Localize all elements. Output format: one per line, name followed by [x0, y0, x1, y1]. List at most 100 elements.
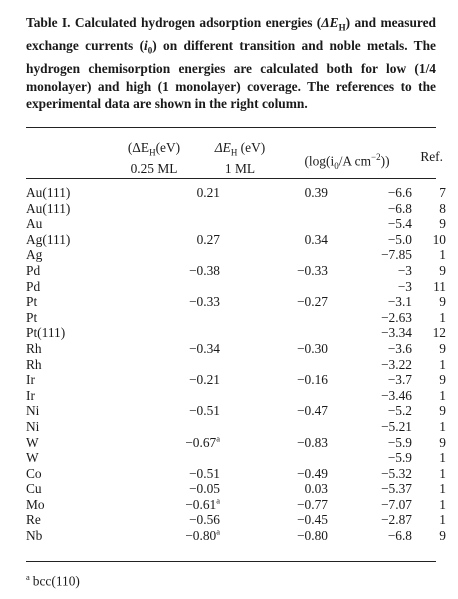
log-current-cell-value: −6.8: [387, 200, 412, 216]
metal-cell-value: W: [26, 434, 39, 450]
low-coverage-cell: −0.67a: [142, 434, 220, 451]
footnote-text: bcc(110): [32, 573, 80, 589]
metal-cell-value: W: [26, 450, 39, 466]
log-current-cell-value: −5.2: [387, 403, 412, 419]
reference-cell: 12: [412, 325, 446, 341]
log-current-cell: −6.6: [328, 185, 412, 201]
metal-cell-value: Ni: [26, 403, 40, 419]
reference-cell-value: 1: [439, 481, 446, 497]
high-coverage-cell-value: −0.49: [297, 465, 328, 481]
reference-cell: 8: [412, 201, 446, 217]
header-log-start: (log(i: [304, 153, 335, 169]
low-coverage-cell: [142, 357, 220, 373]
metal-cell-value: Ag(111): [26, 231, 71, 247]
low-coverage-cell-value: −0.34: [189, 340, 220, 356]
caption-text-middle: ) and measured exchange currents (: [26, 15, 436, 54]
metal-cell-value: Re: [26, 512, 41, 528]
log-current-cell: −5.21: [328, 419, 412, 435]
table-row: Re −0.56 −0.45 −2.87 1: [26, 512, 446, 528]
header-low-line2: 0.25 ML: [130, 160, 178, 176]
metal-cell: Pd: [26, 263, 142, 279]
high-coverage-cell: [220, 419, 328, 435]
low-coverage-cell: [142, 450, 220, 466]
high-coverage-cell: −0.27: [220, 294, 328, 310]
metal-cell: Mo: [26, 497, 142, 513]
table-row: Au(111) −6.8 8: [26, 201, 446, 217]
log-current-cell: −3.6: [328, 341, 412, 357]
log-current-cell: −5.32: [328, 466, 412, 482]
table-row: Rh −0.34 −0.30 −3.6 9: [26, 341, 446, 357]
low-coverage-cell-value: −0.56: [189, 512, 220, 528]
reference-cell-value: 1: [439, 356, 446, 372]
footnote-mark: a: [26, 572, 30, 582]
high-coverage-cell-value: 0.39: [304, 185, 328, 200]
table-row: Rh −3.22 1: [26, 357, 446, 373]
metal-cell: W: [26, 435, 142, 451]
log-current-cell-value: −5.9: [387, 450, 412, 466]
caption-delta-e-subscript: H: [338, 22, 346, 33]
data-table: Au(111) 0.21 0.39 −6.6 7 Au(111) −6.8 8 Au −5.4 9 A…: [26, 185, 446, 544]
log-current-cell: −2.87: [328, 512, 412, 528]
header-low-unit: (eV): [155, 140, 181, 155]
low-coverage-cell-value: −0.38: [189, 262, 220, 278]
reference-cell: 10: [412, 232, 446, 248]
low-coverage-cell: [142, 216, 220, 232]
footnote-marker: a: [216, 526, 220, 537]
high-coverage-cell: [220, 279, 328, 295]
low-coverage-cell: [142, 247, 220, 263]
high-coverage-cell: [220, 310, 328, 326]
metal-cell: Ir: [26, 388, 142, 404]
table-row: Ni −5.21 1: [26, 419, 446, 435]
low-coverage-cell-value: 0.21: [196, 185, 220, 200]
low-coverage-cell: [142, 388, 220, 404]
metal-cell-value: Pt: [26, 294, 38, 310]
low-coverage-cell-value: −0.61: [185, 496, 217, 512]
reference-cell-value: 11: [433, 278, 446, 294]
log-current-cell-value: −3.46: [381, 387, 412, 403]
low-coverage-cell-value: −0.51: [189, 403, 220, 419]
log-current-cell-value: −5.32: [381, 465, 412, 481]
low-coverage-cell: −0.33: [142, 294, 220, 310]
high-coverage-cell: −0.80: [220, 528, 328, 544]
reference-cell: 9: [412, 528, 446, 544]
low-coverage-cell: [142, 325, 220, 341]
high-coverage-cell-value: −0.83: [297, 434, 328, 450]
low-coverage-cell: −0.51: [142, 466, 220, 482]
metal-cell-value: Ir: [26, 387, 35, 403]
reference-cell-value: 9: [439, 340, 446, 356]
reference-cell: 9: [412, 263, 446, 279]
high-coverage-cell-value: −0.27: [297, 294, 328, 310]
reference-cell: 9: [412, 216, 446, 232]
reference-cell: 9: [412, 435, 446, 451]
high-coverage-cell: −0.16: [220, 372, 328, 388]
metal-cell-value: Pt(111): [26, 325, 66, 341]
header-high-delta: ΔE: [214, 140, 231, 155]
metal-cell-value: Rh: [26, 340, 42, 356]
reference-cell-value: 1: [439, 450, 446, 466]
high-coverage-cell: [220, 357, 328, 373]
low-coverage-cell: −0.80a: [142, 526, 220, 544]
header-log-current: (log(i0/A cm−2)): [285, 149, 409, 174]
metal-cell-value: Rh: [26, 356, 42, 372]
metal-cell-value: Au(111): [26, 185, 71, 200]
reference-cell-value: 1: [439, 309, 446, 325]
low-coverage-cell-value: −0.80: [185, 528, 217, 544]
log-current-cell: −5.37: [328, 481, 412, 497]
high-coverage-cell-value: −0.80: [297, 528, 328, 544]
caption-i0-subscript: 0: [147, 45, 153, 56]
table-row: Ag(111) 0.27 0.34 −5.0 10: [26, 232, 446, 248]
log-current-cell-value: −3: [397, 262, 412, 278]
header-low-delta: (ΔE: [127, 140, 150, 155]
high-coverage-cell: [220, 388, 328, 404]
high-coverage-cell-value: −0.16: [297, 372, 328, 388]
reference-cell-value: 7: [439, 185, 446, 200]
log-current-cell: −6.8: [328, 528, 412, 544]
log-current-cell: −5.2: [328, 403, 412, 419]
log-current-cell: −3.1: [328, 294, 412, 310]
log-current-cell-value: −6.6: [387, 185, 412, 200]
metal-cell: Ir: [26, 372, 142, 388]
metal-cell-value: Ni: [26, 418, 40, 434]
high-coverage-cell: [220, 247, 328, 263]
reference-cell: 7: [412, 185, 446, 201]
reference-cell-value: 10: [432, 231, 446, 247]
